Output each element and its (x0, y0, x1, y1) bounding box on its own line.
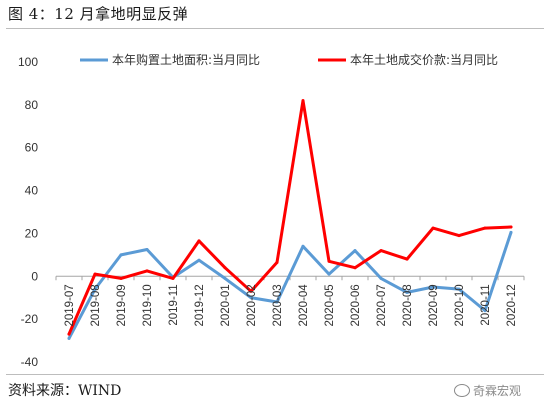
data-point (457, 234, 461, 238)
data-point (145, 248, 149, 251)
data-point (119, 276, 123, 280)
data-point (509, 230, 513, 234)
x-tick-label: 2019-07 (64, 284, 76, 326)
x-tick-label: 2020-12 (506, 284, 518, 326)
data-point (405, 257, 409, 261)
chart-title: 图 4：12 月拿地明显反弹 (8, 5, 189, 23)
data-point (431, 285, 435, 289)
legend-label-2: 本年土地成交价款:当月同比 (350, 52, 498, 67)
x-tick-label: 2020-05 (324, 284, 336, 326)
data-point (171, 276, 175, 280)
y-tick-label: 80 (25, 98, 39, 112)
data-point (249, 296, 253, 300)
line-chart: -40 -20 0 20 40 60 80 100 2019-07 2019-08 2019-09 2… (18, 52, 525, 369)
x-tick-label: 2020-06 (350, 284, 362, 326)
data-point (353, 249, 357, 253)
y-tick-label: -20 (21, 312, 39, 326)
source-note: 资料来源：WIND (8, 383, 122, 399)
y-tick-label: 40 (25, 184, 39, 198)
data-point (275, 260, 279, 264)
data-point (223, 276, 227, 280)
data-point (353, 266, 357, 270)
data-point (249, 289, 253, 293)
data-point (145, 269, 149, 273)
x-tick-label: 2020-07 (376, 284, 388, 326)
y-tick-label: 0 (31, 269, 38, 283)
legend-label-1: 本年购置土地面积:当月同比 (112, 52, 260, 67)
x-tick-label: 2019-08 (90, 284, 102, 326)
y-tick-label: 20 (25, 226, 39, 240)
data-point (457, 287, 461, 291)
data-point (483, 309, 487, 313)
x-tick-label: 2019-11 (168, 284, 180, 325)
x-tick-label: 2020-04 (298, 284, 310, 327)
data-point (67, 336, 71, 340)
data-point (379, 276, 383, 280)
data-point (93, 287, 97, 291)
x-tick-label: 2019-12 (194, 284, 206, 326)
source-divider (6, 374, 544, 375)
series-line-2 (67, 99, 513, 336)
x-tick-label: 2019-09 (116, 284, 128, 326)
x-tick-label: 2020-08 (402, 284, 414, 326)
data-point (223, 266, 227, 270)
x-tick-label: 2020-03 (272, 284, 284, 326)
data-point (431, 226, 435, 230)
x-tick-label: 2020-02 (246, 284, 258, 326)
watermark: 奇霖宏观 (454, 382, 521, 399)
data-point (93, 272, 97, 276)
data-point (275, 300, 279, 304)
data-point (197, 239, 201, 243)
data-point (327, 272, 331, 276)
data-point (119, 253, 123, 257)
data-point (301, 99, 305, 103)
y-tick-label: 100 (18, 55, 38, 69)
watermark-text: 奇霖宏观 (473, 384, 522, 398)
x-tick-label: 2020-11 (480, 284, 492, 325)
x-tick-label: 2020-10 (454, 284, 466, 326)
data-point (379, 249, 383, 253)
data-point (405, 290, 409, 294)
data-point (483, 226, 487, 230)
wechat-icon (454, 384, 470, 397)
x-tick-label: 2020-01 (220, 284, 232, 326)
y-tick-label: -40 (21, 355, 39, 369)
y-tick-label: 60 (25, 141, 39, 155)
data-point (327, 259, 331, 263)
data-point (67, 332, 71, 336)
data-point (197, 258, 201, 262)
x-tick-label: 2020-09 (428, 284, 440, 326)
x-tick-label: 2019-10 (142, 284, 154, 326)
series-line-1 (67, 230, 513, 340)
title-divider (6, 28, 544, 29)
data-point (509, 225, 513, 229)
data-point (301, 244, 305, 248)
